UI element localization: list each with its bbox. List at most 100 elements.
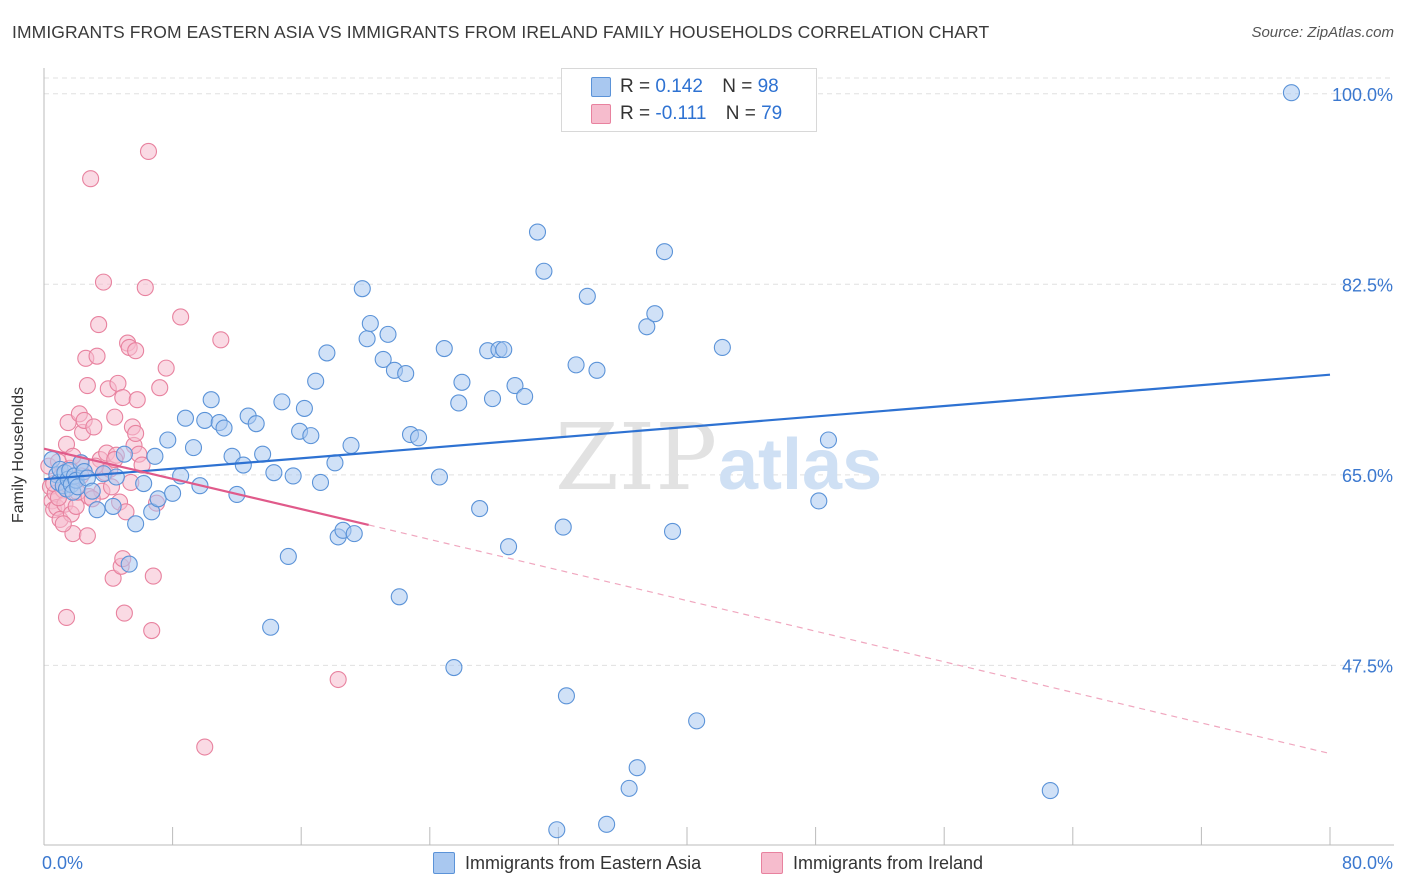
r-value-pink: -0.111 — [655, 103, 707, 124]
eastern-asia-point — [104, 497, 122, 515]
r-label: R = — [620, 76, 656, 97]
eastern-asia-point — [588, 361, 606, 379]
eastern-asia-point — [506, 377, 524, 395]
eastern-asia-point — [390, 588, 408, 606]
eastern-asia-point — [83, 482, 101, 500]
ireland-point — [82, 170, 100, 188]
eastern-asia-point — [311, 473, 330, 492]
eastern-asia-point — [453, 373, 471, 391]
ireland-point — [172, 308, 190, 326]
eastern-asia-point — [628, 759, 646, 777]
n-label: N = — [725, 103, 762, 124]
eastern-asia-point — [374, 350, 392, 368]
eastern-asia-point — [535, 262, 553, 280]
ireland-point — [136, 279, 154, 297]
eastern-asia-point — [302, 427, 320, 445]
eastern-asia-point — [127, 515, 145, 533]
eastern-asia-point — [598, 815, 616, 833]
y-tick-label: 47.5% — [1342, 656, 1393, 676]
n-value-blue: 98 — [757, 76, 779, 97]
ireland-point — [88, 347, 106, 365]
eastern-asia-point — [342, 436, 360, 454]
source-label: Source: ZipAtlas.com — [1251, 24, 1394, 41]
eastern-asia-point — [262, 618, 280, 636]
r-label: R = — [620, 103, 656, 124]
ireland-point — [212, 331, 230, 349]
ireland-point — [114, 388, 132, 407]
eastern-asia-point — [88, 501, 106, 519]
ireland-point — [128, 391, 146, 409]
eastern-asia-point — [379, 325, 397, 343]
tick-labels: 47.5% 65.0% 82.5% 100.0% 0.0% 80.0% — [42, 85, 1393, 873]
x-tick-label-max: 80.0% — [1342, 853, 1393, 873]
ireland-point — [115, 604, 133, 622]
ireland-point — [144, 567, 162, 585]
eastern-asia-point — [202, 391, 220, 409]
eastern-asia-point — [528, 223, 547, 241]
ireland-point — [57, 608, 76, 627]
eastern-asia-point — [279, 547, 297, 566]
eastern-asia-point — [450, 394, 468, 412]
eastern-asia-point — [247, 415, 265, 433]
eastern-asia-point — [500, 538, 518, 556]
ireland-point — [90, 316, 108, 334]
gridlines — [44, 77, 1394, 666]
ireland-point — [127, 424, 145, 443]
legend-item-eastern-asia: Immigrants from Eastern Asia — [433, 852, 701, 874]
eastern-asia-point — [284, 467, 302, 485]
y-tick-label: 65.0% — [1342, 466, 1393, 486]
eastern-asia-point — [107, 468, 125, 486]
eastern-asia-point — [435, 339, 453, 358]
ireland-point — [196, 738, 214, 756]
eastern-asia-point — [1041, 782, 1059, 800]
trend-line-ireland-extrapolated — [368, 524, 1331, 755]
ireland-point — [329, 670, 347, 689]
eastern-asia-point — [713, 338, 731, 356]
trend-line-eastern-asia — [43, 373, 1331, 481]
eastern-asia-point — [318, 344, 336, 362]
ireland-point — [143, 621, 161, 640]
eastern-asia-point — [265, 464, 283, 482]
correlation-legend: R = 0.142 N = 98 R = -0.111 N = 79 — [561, 68, 817, 132]
axes — [43, 68, 1394, 846]
eastern-asia-point — [273, 393, 291, 411]
eastern-asia-point — [819, 431, 838, 449]
ireland-point — [109, 374, 127, 392]
eastern-asia-point — [430, 468, 448, 486]
n-value-pink: 79 — [761, 103, 783, 124]
legend-label-eastern-asia: Immigrants from Eastern Asia — [465, 852, 702, 873]
eastern-asia-point — [149, 490, 167, 508]
r-value-blue: 0.142 — [655, 76, 703, 97]
ireland-point — [127, 342, 145, 360]
legend-swatch-pink — [761, 852, 783, 874]
legend-row-pink: R = -0.111 N = 79 — [620, 103, 782, 125]
x-tick-label-min: 0.0% — [42, 853, 83, 873]
ireland-point — [85, 418, 103, 436]
eastern-asia-point — [620, 779, 638, 797]
watermark-zip: ZIP — [555, 404, 717, 511]
legend-item-ireland: Immigrants from Ireland — [761, 852, 983, 874]
eastern-asia-point — [567, 356, 585, 374]
y-tick-label: 100.0% — [1332, 85, 1393, 105]
eastern-asia-point — [445, 658, 463, 677]
eastern-asia-point — [120, 555, 138, 573]
eastern-asia-point — [184, 439, 203, 457]
trend-line-ireland — [43, 447, 369, 526]
ireland-point — [139, 142, 158, 161]
eastern-asia-point — [516, 387, 534, 405]
eastern-asia-point — [164, 484, 182, 502]
eastern-asia-point — [548, 821, 566, 839]
eastern-asia-point — [159, 431, 177, 449]
watermark-atlas: atlas — [718, 425, 882, 505]
eastern-asia-point — [196, 411, 214, 429]
legend-swatch-pink — [591, 104, 611, 124]
legend-swatch-blue — [591, 77, 611, 97]
eastern-asia-point — [810, 492, 828, 510]
eastern-asia-point — [638, 318, 656, 336]
eastern-asia-point — [254, 445, 272, 463]
eastern-asia-point — [554, 518, 572, 536]
eastern-asia-point — [578, 287, 596, 305]
trend-lines — [43, 373, 1331, 755]
eastern-asia-point — [234, 456, 252, 474]
